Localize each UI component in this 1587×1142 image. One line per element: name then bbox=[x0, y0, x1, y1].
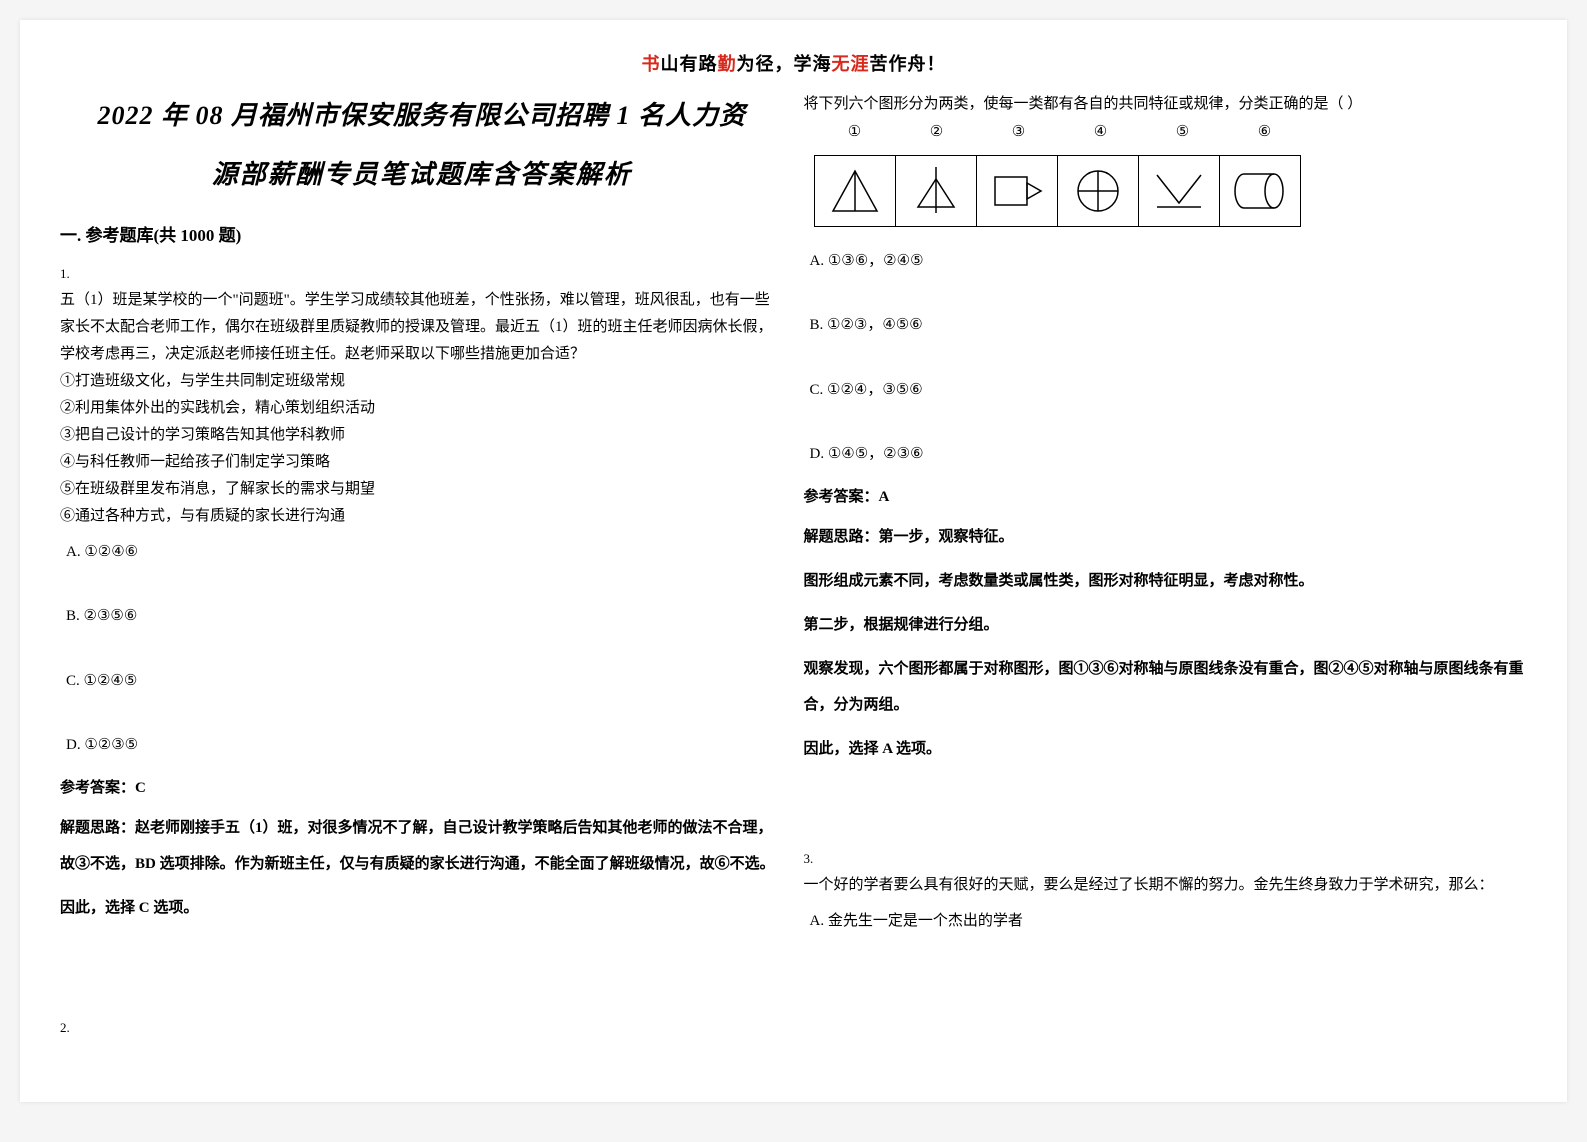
motto-part: 无涯 bbox=[832, 54, 870, 74]
shape-label: ⑥ bbox=[1224, 118, 1306, 147]
shape-labels-row: ① ② ③ ④ ⑤ ⑥ bbox=[814, 118, 1528, 147]
document-page: 书山有路勤为径，学海无涯苦作舟！ 2022 年 08 月福州市保安服务有限公司招… bbox=[20, 20, 1567, 1102]
section-heading: 一. 参考题库(共 1000 题) bbox=[60, 220, 784, 252]
shape-1-triangle-split bbox=[814, 155, 896, 227]
shape-label: ① bbox=[814, 118, 896, 147]
header-motto: 书山有路勤为径，学海无涯苦作舟！ bbox=[60, 50, 1527, 76]
two-column-layout: 2022 年 08 月福州市保安服务有限公司招聘 1 名人力资 源部薪酬专员笔试… bbox=[60, 91, 1527, 1041]
question-stem: 将下列六个图形分为两类，使每一类都有各自的共同特征或规律，分类正确的是（ ） bbox=[804, 91, 1528, 118]
question-stem: 五（1）班是某学校的一个"问题班"。学生学习成绩较其他班差，个性张扬，难以管理，… bbox=[60, 287, 784, 368]
shape-2-triangle-stem bbox=[895, 155, 977, 227]
option-a: A. ①③⑥，②④⑤ bbox=[810, 247, 1528, 276]
explain-line: 图形组成元素不同，考虑数量类或属性类，图形对称特征明显，考虑对称性。 bbox=[804, 563, 1528, 599]
option-c: C. ①②④⑤ bbox=[66, 667, 784, 696]
question-number: 2. bbox=[60, 1016, 784, 1041]
shape-label: ⑤ bbox=[1142, 118, 1224, 147]
question-3: 3. 一个好的学者要么具有很好的天赋，要么是经过了长期不懈的努力。金先生终身致力… bbox=[804, 847, 1528, 935]
conclusion: 因此，选择 C 选项。 bbox=[60, 890, 784, 926]
option-a: A. 金先生一定是一个杰出的学者 bbox=[810, 907, 1528, 936]
shape-6-cylinder bbox=[1219, 155, 1301, 227]
option-a: A. ①②④⑥ bbox=[66, 538, 784, 567]
answer-label: 参考答案：C bbox=[60, 774, 784, 803]
question-number: 1. bbox=[60, 262, 784, 287]
document-title-line2: 源部薪酬专员笔试题库含答案解析 bbox=[60, 150, 784, 199]
motto-part: 山有路 bbox=[661, 54, 718, 74]
shapes-grid bbox=[814, 155, 1528, 227]
question-number: 3. bbox=[804, 847, 1528, 872]
shape-3-arrow-right bbox=[976, 155, 1058, 227]
explain-line: 因此，选择 A 选项。 bbox=[804, 731, 1528, 767]
question-item: ①打造班级文化，与学生共同制定班级常规 bbox=[60, 368, 784, 395]
option-d: D. ①②③⑤ bbox=[66, 731, 784, 760]
explain-line: 观察发现，六个图形都属于对称图形，图①③⑥对称轴与原图线条没有重合，图②④⑤对称… bbox=[804, 651, 1528, 723]
question-item: ④与科任教师一起给孩子们制定学习策略 bbox=[60, 449, 784, 476]
motto-part: 书 bbox=[642, 54, 661, 74]
question-item: ③把自己设计的学习策略告知其他学科教师 bbox=[60, 422, 784, 449]
shape-label: ② bbox=[896, 118, 978, 147]
option-d: D. ①④⑤，②③⑥ bbox=[810, 440, 1528, 469]
question-stem: 一个好的学者要么具有很好的天赋，要么是经过了长期不懈的努力。金先生终身致力于学术… bbox=[804, 872, 1528, 899]
right-column: 将下列六个图形分为两类，使每一类都有各自的共同特征或规律，分类正确的是（ ） ①… bbox=[804, 91, 1528, 1041]
motto-part: 勤 bbox=[718, 54, 737, 74]
option-b: B. ②③⑤⑥ bbox=[66, 602, 784, 631]
question-item: ⑤在班级群里发布消息，了解家长的需求与期望 bbox=[60, 476, 784, 503]
shape-label: ④ bbox=[1060, 118, 1142, 147]
shape-label: ③ bbox=[978, 118, 1060, 147]
motto-part: 苦作舟！ bbox=[870, 54, 946, 74]
explanation: 解题思路：赵老师刚接手五（1）班，对很多情况不了解，自己设计教学策略后告知其他老… bbox=[60, 810, 784, 882]
explain-line: 解题思路：第一步，观察特征。 bbox=[804, 519, 1528, 555]
motto-part: 为径，学海 bbox=[737, 54, 832, 74]
answer-label: 参考答案：A bbox=[804, 483, 1528, 512]
document-title-line1: 2022 年 08 月福州市保安服务有限公司招聘 1 名人力资 bbox=[60, 91, 784, 140]
question-item: ⑥通过各种方式，与有质疑的家长进行沟通 bbox=[60, 503, 784, 530]
left-column: 2022 年 08 月福州市保安服务有限公司招聘 1 名人力资 源部薪酬专员笔试… bbox=[60, 91, 784, 1041]
explain-line: 第二步，根据规律进行分组。 bbox=[804, 607, 1528, 643]
shape-4-circle-cross bbox=[1057, 155, 1139, 227]
question-item: ②利用集体外出的实践机会，精心策划组织活动 bbox=[60, 395, 784, 422]
shape-5-envelope bbox=[1138, 155, 1220, 227]
option-b: B. ①②③，④⑤⑥ bbox=[810, 311, 1528, 340]
option-c: C. ①②④，③⑤⑥ bbox=[810, 376, 1528, 405]
